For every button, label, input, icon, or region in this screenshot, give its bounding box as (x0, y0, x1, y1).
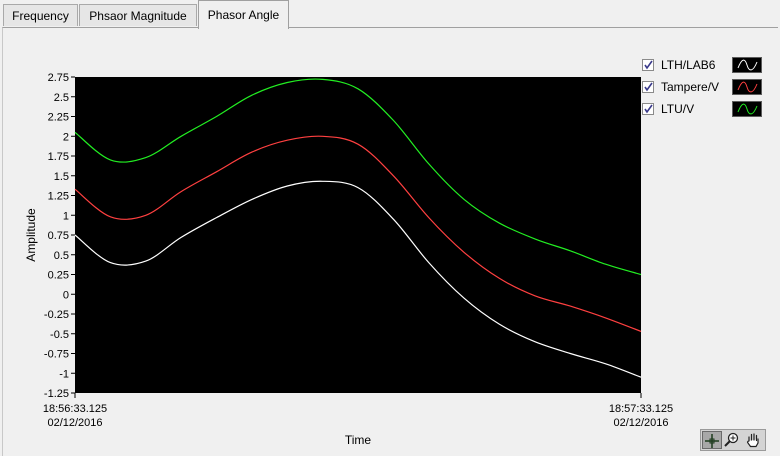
y-tick-label: 0.75 (48, 230, 69, 242)
legend-item-tampere-v: Tampere/V (642, 79, 764, 97)
y-tick-label: 1.5 (54, 171, 69, 183)
legend-label: LTU/V (661, 102, 695, 116)
y-tick-label: 1.25 (48, 191, 69, 203)
y-tick-label: 0 (63, 289, 69, 301)
tab-bar: Frequency Phsaor Magnitude Phasor Angle (0, 0, 780, 29)
y-tick-label: 2 (63, 131, 69, 143)
plot-area (75, 77, 641, 393)
y-tick-label: -0.75 (44, 349, 69, 361)
legend-swatch[interactable] (732, 101, 762, 117)
legend-label: LTH/LAB6 (661, 58, 716, 72)
y-tick-label: 1 (63, 210, 69, 222)
series-visible-checkbox[interactable] (642, 81, 654, 93)
zoom-icon (724, 432, 739, 447)
legend-swatch[interactable] (732, 57, 762, 73)
x-tick-time: 18:56:33.125 (43, 403, 107, 415)
y-tick-label: -0.5 (50, 329, 69, 341)
legend-label: Tampere/V (661, 80, 720, 94)
series-visible-checkbox[interactable] (642, 59, 654, 71)
y-tick-label: 0.25 (48, 270, 69, 282)
x-tick-date: 02/12/2016 (47, 417, 102, 429)
legend-swatch[interactable] (732, 79, 762, 95)
graph-palette (700, 429, 766, 451)
cursor-move-button[interactable] (702, 431, 722, 449)
y-tick-label: -1 (59, 368, 69, 380)
tab-frequency[interactable]: Frequency (3, 4, 78, 26)
y-tick-label: -1.25 (44, 388, 69, 400)
pan-button[interactable] (744, 431, 764, 449)
y-tick-label: 2.5 (54, 92, 69, 104)
series-line-ltu-v (74, 78, 642, 276)
y-tick-label: 2.75 (48, 72, 69, 84)
y-tick-label: 1.75 (48, 151, 69, 163)
y-tick-label: 0.5 (54, 250, 69, 262)
x-tick-time: 18:57:33.125 (609, 403, 673, 415)
series-visible-checkbox[interactable] (642, 103, 654, 115)
x-axis-label: Time (345, 433, 372, 447)
tab-phasor-angle[interactable]: Phasor Angle (198, 0, 289, 29)
pan-hand-icon (746, 433, 759, 448)
series-line-lth-lab6 (74, 180, 642, 378)
cursor-move-icon (705, 434, 719, 448)
series-line-tampere-v (74, 135, 642, 332)
legend-item-lth-lab6: LTH/LAB6 (642, 57, 764, 75)
tab-phasor-magnitude[interactable]: Phsaor Magnitude (79, 4, 197, 26)
y-axis-label: Amplitude (24, 208, 38, 262)
zoom-button[interactable] (723, 431, 743, 449)
y-tick-label: -0.25 (44, 309, 69, 321)
x-tick-date: 02/12/2016 (613, 417, 668, 429)
legend-item-ltu-v: LTU/V (642, 101, 764, 119)
y-tick-label: 2.25 (48, 112, 69, 124)
